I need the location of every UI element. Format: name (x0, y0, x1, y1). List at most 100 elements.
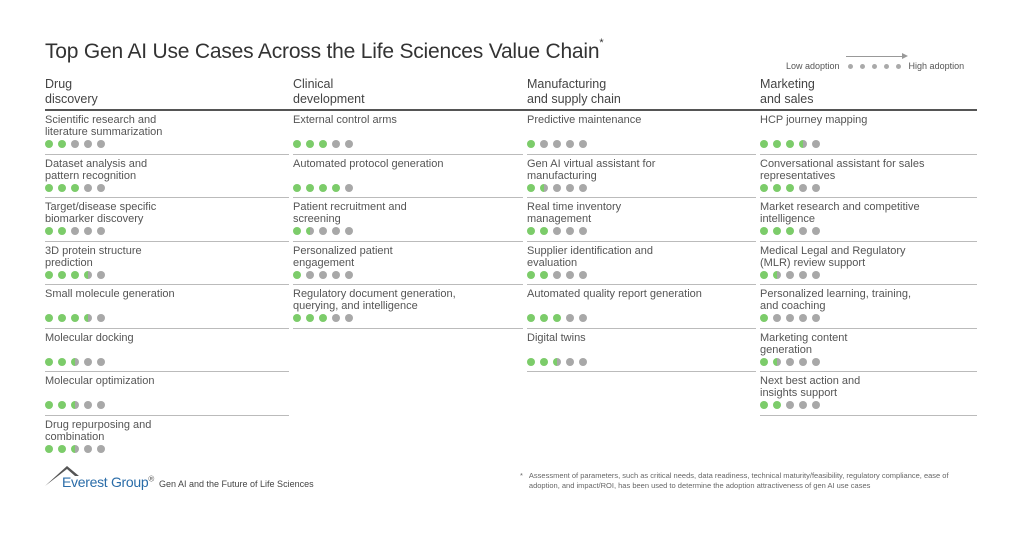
use-case-item: Automated quality report generation (527, 285, 756, 329)
use-case-label: External control arms (293, 114, 397, 126)
rating-dot (306, 140, 314, 148)
rating-dot (527, 314, 535, 322)
rating-dot (566, 140, 574, 148)
footer-brand-row: Everest Group® Gen AI and the Future of … (62, 474, 314, 490)
rating-dot (306, 270, 314, 279)
rating-dot (97, 270, 105, 279)
rating-dot (540, 357, 548, 366)
use-case-label: Medical Legal and Regulatory (MLR) revie… (760, 244, 906, 269)
adoption-rating (760, 401, 977, 409)
footnote: * Assessment of parameters, such as criti… (520, 471, 980, 491)
rating-dot (579, 314, 587, 322)
rating-dot (786, 183, 794, 192)
use-case-item: Scientific research and literature summa… (45, 111, 289, 155)
use-case-label: Marketing content generation (760, 331, 848, 356)
adoption-rating (45, 270, 289, 279)
rating-dot (786, 227, 794, 235)
rating-dot (97, 183, 105, 192)
rating-dot (45, 270, 53, 279)
use-case-item: Conversational assistant for sales repre… (760, 155, 977, 198)
use-case-label: Dataset analysis and pattern recognition (45, 157, 148, 182)
footnote-text: Assessment of parameters, such as critic… (528, 471, 949, 490)
rating-dot (760, 357, 768, 366)
rating-dot (84, 183, 92, 192)
use-case-item: Small molecule generation (45, 285, 289, 329)
use-case-label: HCP journey mapping (760, 114, 868, 126)
use-case-label: Digital twins (527, 331, 586, 344)
use-case-item: Molecular docking (45, 329, 289, 372)
adoption-rating (760, 314, 977, 322)
rating-dot (71, 314, 79, 322)
use-case-label: Gen AI virtual assistant for manufacturi… (527, 157, 656, 182)
rating-dot (579, 357, 587, 366)
rating-dot (293, 183, 301, 192)
use-case-label: 3D protein structure prediction (45, 244, 142, 269)
rating-dot (566, 270, 574, 279)
adoption-rating (293, 314, 523, 322)
legend-dots (845, 52, 908, 69)
rating-dot (527, 357, 535, 366)
rating-dot (773, 227, 781, 235)
rating-dot (332, 227, 340, 235)
rating-dot (71, 227, 79, 235)
rating-dot (553, 227, 561, 235)
rating-dot (71, 140, 79, 148)
use-case-item: Supplier identification and evaluation (527, 242, 756, 285)
brand-logo: Everest Group® (62, 474, 154, 490)
use-case-label: Scientific research and literature summa… (45, 114, 163, 138)
footnote-mark: * (520, 471, 523, 480)
use-case-item: Personalized patient engagement (293, 242, 523, 285)
rating-dot (812, 140, 820, 148)
rating-dot (812, 314, 820, 322)
use-case-item: Automated protocol generation (293, 155, 523, 198)
use-case-item: Marketing content generation (760, 329, 977, 372)
adoption-rating (527, 183, 756, 192)
use-case-label: Regulatory document generation, querying… (293, 288, 456, 312)
header-divider (45, 109, 977, 111)
adoption-rating (45, 227, 289, 235)
rating-dot (540, 183, 548, 192)
rating-dot (306, 314, 314, 322)
report-subtitle: Gen AI and the Future of Life Sciences (158, 479, 314, 489)
rating-dot (84, 227, 92, 235)
use-case-label: Conversational assistant for sales repre… (760, 157, 925, 182)
rating-dot (345, 270, 353, 279)
rating-dot (527, 140, 535, 148)
rating-dot (84, 357, 92, 366)
rating-dot (786, 357, 794, 366)
brand-mark: ® (148, 474, 154, 484)
rating-dot (812, 227, 820, 235)
use-case-label: Patient recruitment and screening (293, 201, 407, 225)
use-case-item: Personalized learning, training, and coa… (760, 285, 977, 329)
use-case-item: External control arms (293, 111, 523, 155)
rating-dot (760, 140, 768, 148)
rating-dot (306, 227, 314, 235)
rating-dot (760, 314, 768, 322)
rating-dot (553, 270, 561, 279)
rating-dot (71, 401, 79, 409)
rating-dot (812, 183, 820, 192)
rating-dot (345, 227, 353, 235)
use-case-label: Automated protocol generation (293, 157, 444, 170)
rating-dot (786, 401, 794, 409)
adoption-rating (760, 357, 977, 366)
title-footnote-mark: * (599, 37, 604, 49)
use-case-label: Real time inventory management (527, 201, 622, 225)
rating-dot (293, 314, 301, 322)
adoption-rating (527, 227, 756, 235)
everest-mountain-logo-icon (45, 466, 79, 486)
page-title: Top Gen AI Use Cases Across the Life Sci… (45, 37, 604, 64)
rating-dot (773, 270, 781, 279)
rating-dot (293, 270, 301, 279)
rating-dot (45, 401, 53, 409)
use-case-item: HCP journey mapping (760, 111, 977, 155)
column-header: Drug discovery (45, 77, 98, 106)
rating-dot (566, 357, 574, 366)
rating-dot (319, 183, 327, 192)
rating-dot (799, 270, 807, 279)
rating-dot (58, 140, 66, 148)
rating-dot (345, 183, 353, 192)
rating-dot (97, 401, 105, 409)
rating-dot (553, 183, 561, 192)
use-case-item: Target/disease specific biomarker discov… (45, 198, 289, 242)
